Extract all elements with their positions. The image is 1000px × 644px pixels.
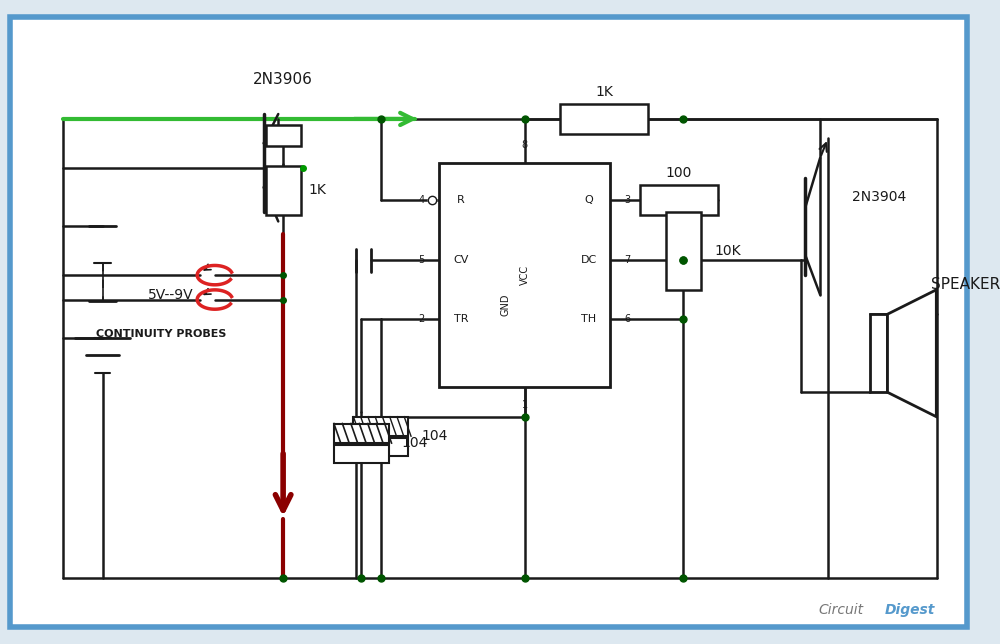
Bar — [870, 314, 887, 392]
Bar — [353, 417, 408, 436]
Text: 1: 1 — [522, 400, 528, 410]
Bar — [439, 163, 610, 388]
Bar — [334, 445, 389, 462]
Text: 8: 8 — [522, 140, 528, 150]
Text: 104: 104 — [402, 436, 428, 450]
Text: GND: GND — [500, 293, 510, 316]
Text: 2N3904: 2N3904 — [852, 190, 906, 204]
Text: 3: 3 — [625, 195, 631, 205]
Bar — [266, 166, 301, 214]
Text: 10K: 10K — [714, 243, 741, 258]
Text: 1K: 1K — [308, 183, 326, 197]
Bar — [666, 212, 701, 290]
Text: 6: 6 — [625, 314, 631, 324]
Bar — [334, 424, 389, 443]
Text: TH: TH — [581, 314, 596, 324]
Text: 7: 7 — [625, 256, 631, 265]
Text: SPEAKER: SPEAKER — [931, 278, 1000, 292]
Bar — [560, 104, 648, 133]
Text: 5V--9V: 5V--9V — [148, 288, 194, 301]
Text: DC: DC — [581, 256, 597, 265]
Text: 2: 2 — [419, 314, 425, 324]
Text: 4: 4 — [419, 195, 425, 205]
Bar — [266, 125, 301, 146]
Text: 100: 100 — [665, 166, 692, 180]
Bar — [353, 438, 408, 456]
Text: CONTINUITY PROBES: CONTINUITY PROBES — [96, 328, 226, 339]
Text: 2N3906: 2N3906 — [253, 72, 313, 88]
Text: Digest: Digest — [885, 603, 935, 617]
Text: TR: TR — [454, 314, 468, 324]
Bar — [640, 185, 718, 214]
Text: CV: CV — [453, 256, 469, 265]
Polygon shape — [887, 290, 936, 417]
Text: Q: Q — [584, 195, 593, 205]
Text: 104: 104 — [421, 430, 448, 443]
Text: R: R — [457, 195, 465, 205]
Text: 1K: 1K — [595, 84, 613, 99]
Text: VCC: VCC — [520, 265, 530, 285]
Text: Circuit: Circuit — [818, 603, 863, 617]
Text: 5: 5 — [419, 256, 425, 265]
